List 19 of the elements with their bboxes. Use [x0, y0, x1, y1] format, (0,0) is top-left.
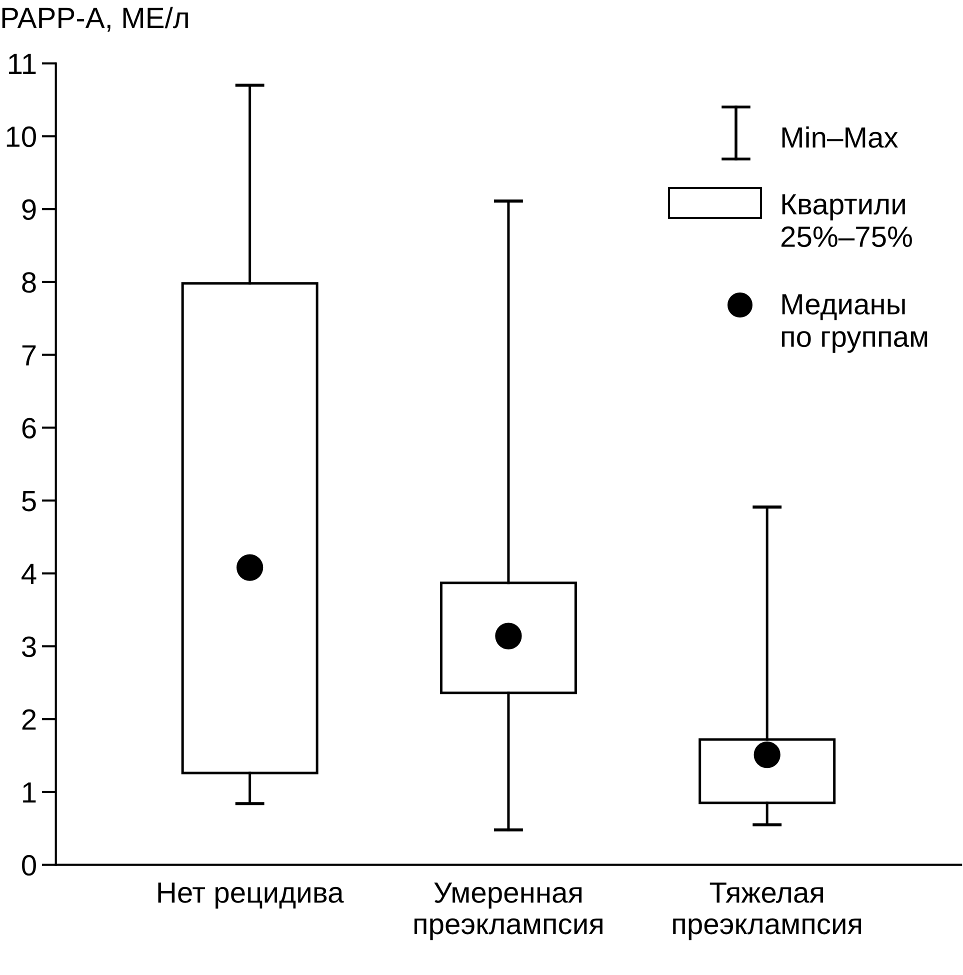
x-tick-label: Нет рецидива [158, 882, 344, 909]
y-tick-label: 9 [22, 199, 36, 220]
y-tick-label: 5 [22, 491, 36, 512]
y-tick-label: 2 [22, 709, 36, 730]
y-tick-label: 4 [22, 564, 36, 584]
annotation: Min–Max [782, 126, 898, 148]
y-tick-label: 7 [22, 345, 36, 366]
y-tick-label: 8 [22, 272, 36, 293]
annotation: Квартили 25%–75% [781, 194, 912, 248]
y-tick-label: 1 [23, 782, 36, 803]
y-tick-label: 11 [9, 54, 36, 74]
x-tick-label: Тяжелая преэклампсия [673, 882, 862, 940]
annotation: Медианы по группам [782, 294, 928, 353]
y-tick-label: 0 [22, 855, 36, 876]
y-tick-label: 3 [22, 636, 36, 658]
y-tick-label: 6 [22, 418, 36, 439]
x-tick-label: Умеренная преэклампсия [414, 882, 602, 940]
y-axis-title: PAPP-A, МЕ/л [2, 6, 188, 32]
y-tick-label: 10 [6, 126, 36, 148]
